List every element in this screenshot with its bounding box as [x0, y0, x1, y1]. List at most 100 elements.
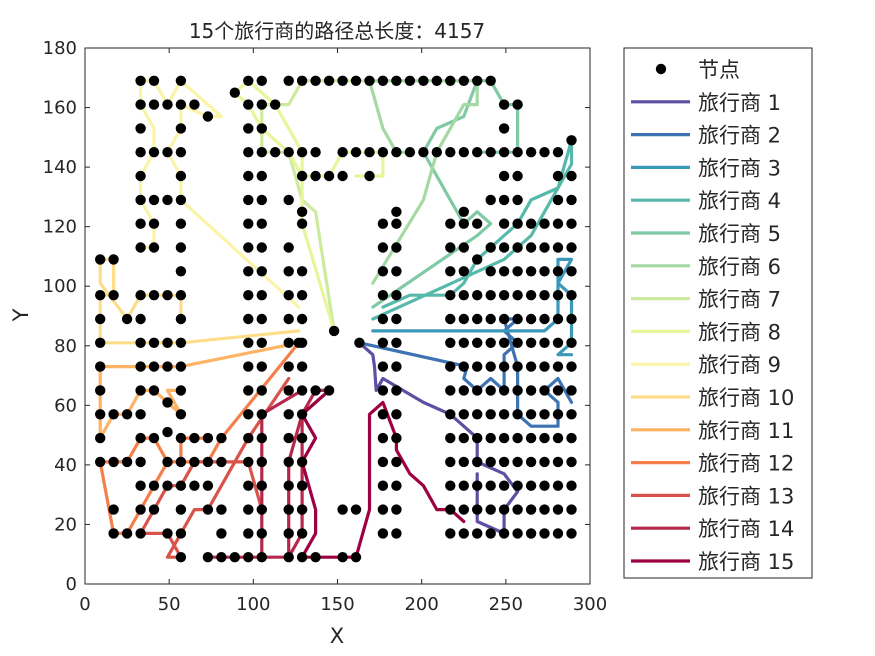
- node-point: [296, 361, 308, 372]
- node-point: [539, 504, 550, 515]
- node-point: [552, 147, 564, 158]
- node-point: [270, 99, 281, 110]
- node-point: [296, 206, 308, 217]
- node-point: [445, 456, 456, 468]
- legend-label: 旅行商 1: [698, 91, 781, 115]
- node-point: [256, 123, 267, 134]
- node-point: [135, 290, 146, 301]
- node-point: [485, 290, 496, 301]
- y-tick-label: 160: [43, 98, 77, 119]
- node-point: [189, 432, 200, 444]
- node-point: [512, 242, 523, 253]
- node-point: [552, 337, 564, 348]
- node-point: [498, 480, 510, 491]
- node-point: [445, 504, 456, 515]
- x-tick-label: 100: [236, 594, 270, 615]
- node-point: [445, 385, 456, 396]
- node-point: [512, 337, 523, 348]
- node-point: [243, 432, 254, 444]
- node-point: [391, 242, 402, 253]
- node-point: [243, 361, 254, 372]
- node-point: [525, 242, 537, 253]
- node-point: [175, 409, 187, 420]
- node-point: [337, 147, 348, 158]
- node-point: [243, 385, 254, 396]
- node-point: [162, 147, 173, 158]
- y-tick-label: 40: [54, 455, 77, 476]
- node-point: [121, 313, 133, 325]
- node-point: [256, 456, 267, 468]
- node-point: [458, 206, 469, 217]
- node-point: [283, 456, 294, 468]
- node-point: [256, 361, 267, 372]
- legend-label: 旅行商 15: [698, 550, 794, 574]
- node-point: [296, 504, 308, 515]
- y-tick-label: 100: [43, 276, 77, 297]
- node-point: [485, 504, 496, 515]
- node-point: [498, 528, 510, 539]
- node-point: [552, 385, 564, 396]
- node-point: [566, 432, 577, 444]
- node-point: [539, 432, 550, 444]
- node-point: [458, 242, 469, 253]
- x-tick-label: 300: [573, 594, 607, 615]
- node-point: [310, 75, 321, 87]
- node-point: [377, 385, 389, 396]
- node-point: [95, 313, 106, 325]
- node-point: [552, 528, 564, 539]
- node-point: [498, 504, 510, 515]
- node-point: [296, 313, 308, 325]
- node-point: [256, 504, 267, 515]
- node-point: [296, 266, 308, 277]
- node-point: [243, 266, 254, 277]
- node-point: [512, 432, 523, 444]
- node-point: [162, 397, 173, 408]
- node-point: [243, 218, 254, 229]
- node-point: [391, 528, 402, 539]
- node-point: [162, 528, 173, 539]
- y-tick-label: 0: [66, 574, 77, 595]
- node-point: [243, 409, 254, 420]
- node-point: [566, 218, 577, 229]
- node-point: [566, 242, 577, 253]
- node-point: [296, 528, 308, 539]
- node-point: [243, 75, 254, 87]
- node-point: [418, 147, 429, 158]
- node-point: [498, 456, 510, 468]
- node-point: [175, 432, 187, 444]
- node-point: [350, 75, 362, 87]
- node-point: [175, 504, 187, 515]
- node-point: [445, 361, 456, 372]
- node-point: [256, 99, 267, 110]
- node-point: [458, 266, 469, 277]
- node-point: [148, 504, 160, 515]
- x-axis-label: X: [330, 624, 344, 648]
- node-point: [283, 337, 294, 348]
- node-point: [296, 409, 308, 420]
- node-point: [243, 242, 254, 253]
- y-tick-label: 60: [54, 395, 77, 416]
- node-point: [566, 135, 577, 146]
- node-point: [243, 290, 254, 301]
- node-point: [310, 170, 321, 182]
- node-point: [445, 242, 456, 253]
- node-point: [539, 456, 550, 468]
- legend-label: 旅行商 6: [698, 255, 781, 279]
- node-point: [189, 456, 200, 468]
- node-point: [472, 337, 483, 348]
- node-point: [472, 528, 483, 539]
- node-point: [525, 528, 537, 539]
- node-point: [148, 385, 160, 396]
- node-point: [256, 409, 267, 420]
- legend-label: 旅行商 5: [698, 222, 781, 246]
- node-point: [202, 456, 214, 468]
- node-point: [243, 337, 254, 348]
- depot-point: [354, 337, 365, 348]
- y-tick-label: 180: [43, 38, 77, 59]
- node-point: [525, 456, 537, 468]
- node-point: [525, 385, 537, 396]
- node-point: [377, 528, 389, 539]
- legend-label: 旅行商 10: [698, 386, 794, 410]
- node-point: [202, 111, 214, 122]
- y-tick-label: 140: [43, 157, 77, 178]
